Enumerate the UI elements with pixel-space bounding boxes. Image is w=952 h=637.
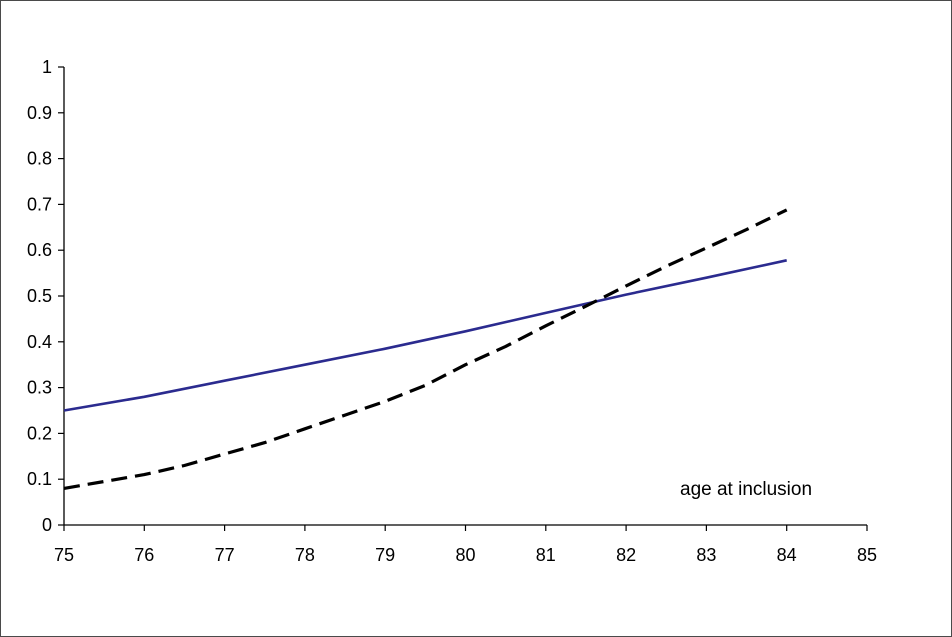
y-tick-label: 1	[42, 57, 52, 77]
x-tick-label: 80	[455, 545, 475, 565]
x-tick-label: 84	[777, 545, 797, 565]
x-tick-label: 75	[54, 545, 74, 565]
x-tick-label: 85	[857, 545, 877, 565]
x-tick-label: 82	[616, 545, 636, 565]
x-tick-label: 83	[696, 545, 716, 565]
x-tick-label: 79	[375, 545, 395, 565]
y-tick-label: 0.6	[27, 240, 52, 260]
y-tick-label: 0.9	[27, 103, 52, 123]
y-tick-label: 0.8	[27, 149, 52, 169]
x-tick-label: 78	[295, 545, 315, 565]
y-tick-label: 0.4	[27, 332, 52, 352]
y-tick-label: 0.3	[27, 378, 52, 398]
series-line-1-solid	[63, 259, 787, 412]
y-tick-label: 0.2	[27, 423, 52, 443]
y-tick-label: 0.1	[27, 469, 52, 489]
y-tick-label: 0	[42, 515, 52, 535]
series-lines	[63, 208, 788, 490]
y-tick-label: 0.5	[27, 286, 52, 306]
x-tick-label: 77	[215, 545, 235, 565]
y-tick-label: 0.7	[27, 194, 52, 214]
axes: 0 0.1 0.2 0.3 0.4 0.5 0.6 0.7 0.8 0.9 1 75 76 77 78 79 8…	[27, 57, 877, 565]
annotation-label: age at inclusion	[680, 479, 812, 500]
x-tick-label: 76	[134, 545, 154, 565]
series-line-2-dashed	[63, 208, 788, 490]
x-tick-label: 81	[536, 545, 556, 565]
